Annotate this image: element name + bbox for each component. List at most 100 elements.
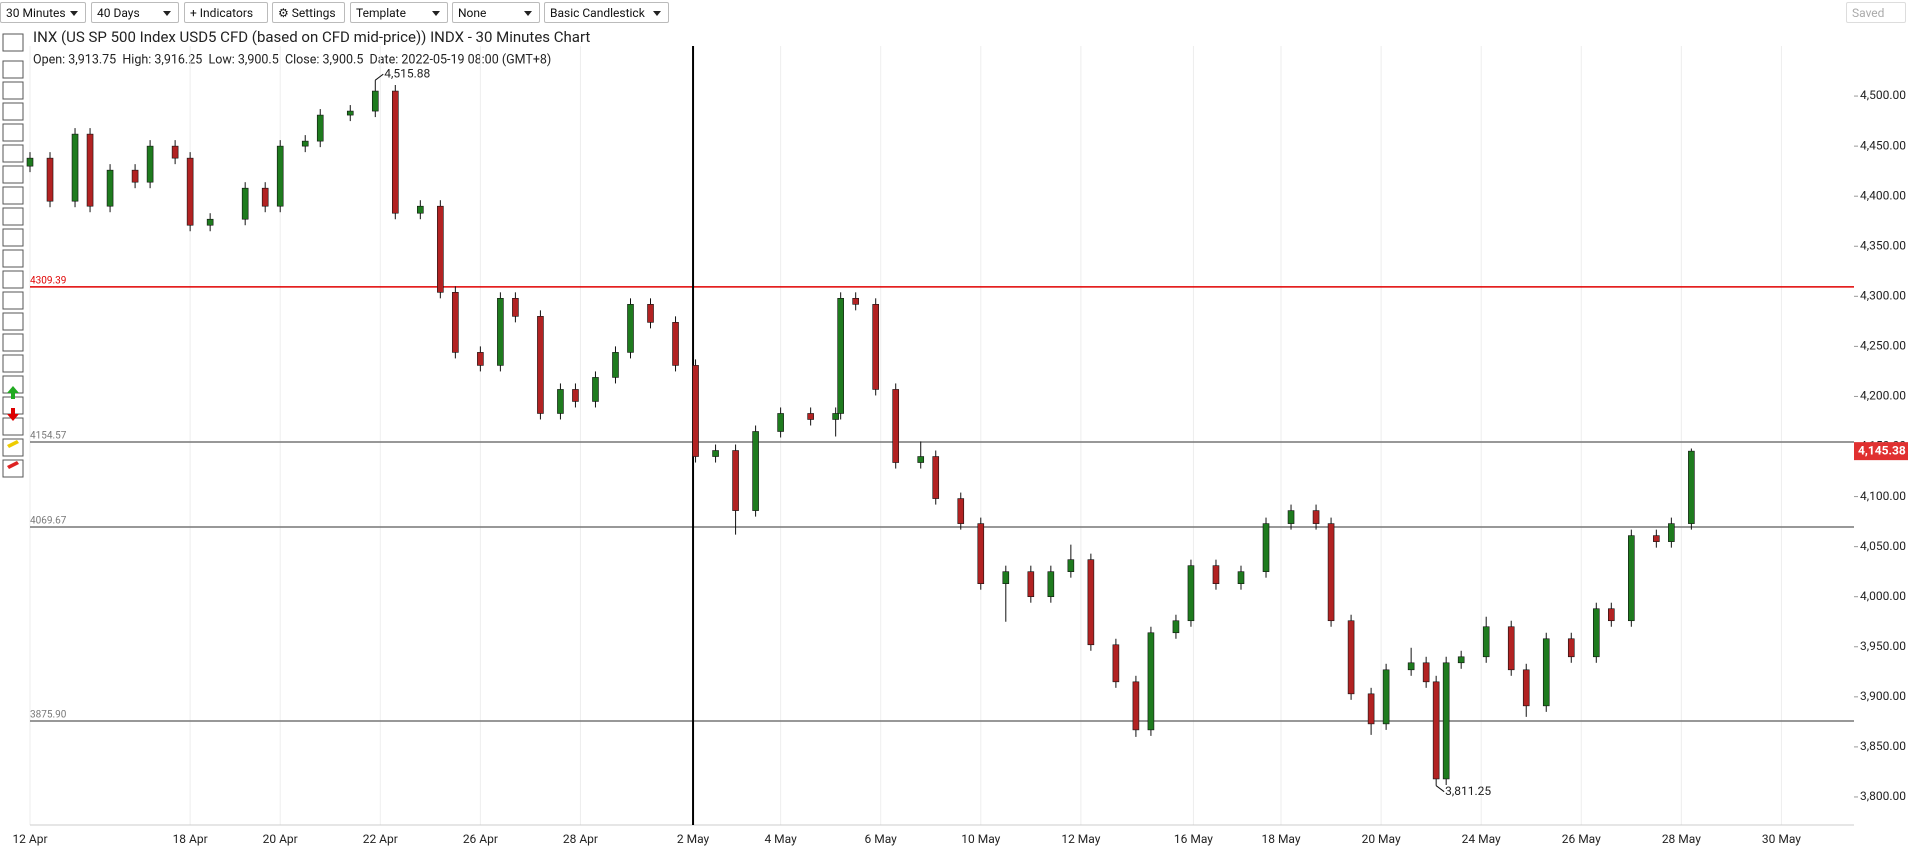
candle-body [497, 298, 504, 366]
candle-body [1653, 535, 1660, 542]
candle-body [592, 377, 599, 402]
annotation-leader [1435, 785, 1445, 793]
x-tick-label: 12 May [1061, 832, 1100, 846]
candle-body [241, 187, 249, 220]
candle-body [977, 523, 985, 584]
candle-body [647, 304, 654, 323]
chart-title: INX (US SP 500 Index USD5 CFD (based on … [33, 28, 590, 46]
candle-body [1567, 638, 1575, 658]
candle-body [1668, 523, 1675, 542]
chart: INX (US SP 500 Index USD5 CFD (based on … [2, 28, 1908, 846]
candle-body [692, 365, 699, 457]
candle-body [1047, 571, 1055, 598]
candle-body [437, 205, 444, 293]
tool[interactable] [2, 81, 24, 100]
candle-body [572, 389, 579, 402]
tool[interactable] [2, 33, 24, 52]
tool[interactable] [2, 207, 24, 226]
candle-body [1172, 620, 1180, 634]
candle-body [71, 133, 79, 202]
tool[interactable] [2, 270, 24, 289]
annotation-label: 3,811.25 [1445, 784, 1491, 798]
y-tick-label: 4,050.00 [1860, 539, 1906, 553]
candle-body [1187, 565, 1195, 622]
interval-select[interactable]: 30 Minutes [0, 2, 86, 23]
candle-body [1347, 620, 1355, 695]
tool[interactable] [2, 186, 24, 205]
candle-body [131, 169, 139, 183]
range-select[interactable]: 40 Days [91, 2, 179, 23]
candle-body [752, 431, 759, 511]
candle-body [146, 145, 154, 183]
candle-body [557, 389, 564, 414]
tool[interactable] [2, 102, 24, 121]
candle-body [452, 292, 459, 353]
tool[interactable] [2, 165, 24, 184]
tool[interactable] [2, 312, 24, 331]
candle-body [1407, 662, 1415, 671]
candle-body [672, 322, 679, 366]
tool[interactable] [2, 438, 24, 457]
overlay-select[interactable]: None [452, 2, 540, 23]
candle-body [1027, 571, 1035, 598]
candle-body [1237, 571, 1245, 584]
candle-body [612, 352, 619, 378]
candle-body [537, 316, 544, 414]
candle-body [872, 304, 879, 390]
candle-body [1262, 523, 1270, 572]
indicators-button[interactable]: + Indicators [184, 2, 268, 23]
tool[interactable] [2, 123, 24, 142]
candle-body [1442, 662, 1450, 780]
candle-body [892, 389, 900, 463]
tool[interactable] [2, 60, 24, 79]
horizontal-line-label: 4309.39 [30, 276, 66, 287]
candle-body [26, 157, 34, 167]
annotation-label: 4,515.88 [384, 66, 430, 80]
candle-body [1522, 669, 1530, 707]
tool[interactable] [2, 333, 24, 352]
candle-body [1608, 608, 1615, 622]
template-select[interactable]: Template [350, 2, 448, 23]
x-tick-label: 28 May [1662, 832, 1701, 846]
last-price-label: 4,145.38 [1858, 443, 1906, 457]
x-tick-label: 28 Apr [563, 832, 598, 846]
y-tick-label: 4,100.00 [1860, 489, 1906, 503]
candle-body [1542, 638, 1550, 707]
candle-body [1628, 535, 1635, 622]
tool[interactable] [2, 354, 24, 373]
candle-body [301, 140, 309, 147]
chart-type-select[interactable]: Basic Candlestick [544, 2, 669, 23]
candle-body [261, 187, 269, 207]
ohlc-info: Open: 3,913.75 High: 3,916.25 Low: 3,900… [33, 52, 551, 67]
candle-body [1688, 450, 1695, 524]
candle-body [832, 413, 839, 420]
candle-body [852, 298, 859, 305]
candle-body [417, 205, 424, 214]
x-tick-label: 26 May [1562, 832, 1601, 846]
x-tick-label: 6 May [865, 832, 898, 846]
candle-body [1592, 608, 1600, 658]
tool[interactable] [2, 459, 24, 478]
candle-body [1367, 693, 1375, 725]
candle-body [86, 133, 94, 207]
y-tick-label: 4,350.00 [1860, 238, 1906, 252]
candle-body [1382, 669, 1390, 725]
candle-body [627, 304, 634, 353]
y-tick-label: 4,400.00 [1860, 188, 1906, 202]
horizontal-line-label: 4069.67 [30, 516, 67, 527]
tool[interactable] [2, 228, 24, 247]
candle-body [1087, 559, 1095, 646]
x-tick-label: 20 Apr [263, 832, 298, 846]
x-tick-label: 20 May [1362, 832, 1401, 846]
saved-button[interactable]: Saved [1846, 2, 1906, 23]
candle-body [1002, 571, 1010, 584]
y-tick-label: 4,000.00 [1860, 589, 1906, 603]
candle-body [1422, 662, 1430, 683]
settings-button[interactable]: ⚙ Settings [272, 2, 345, 23]
tool[interactable] [2, 144, 24, 163]
tool-palette [2, 33, 24, 478]
x-tick-label: 2 May [677, 832, 710, 846]
tool[interactable] [2, 291, 24, 310]
candle-body [477, 352, 484, 366]
tool[interactable] [2, 249, 24, 268]
